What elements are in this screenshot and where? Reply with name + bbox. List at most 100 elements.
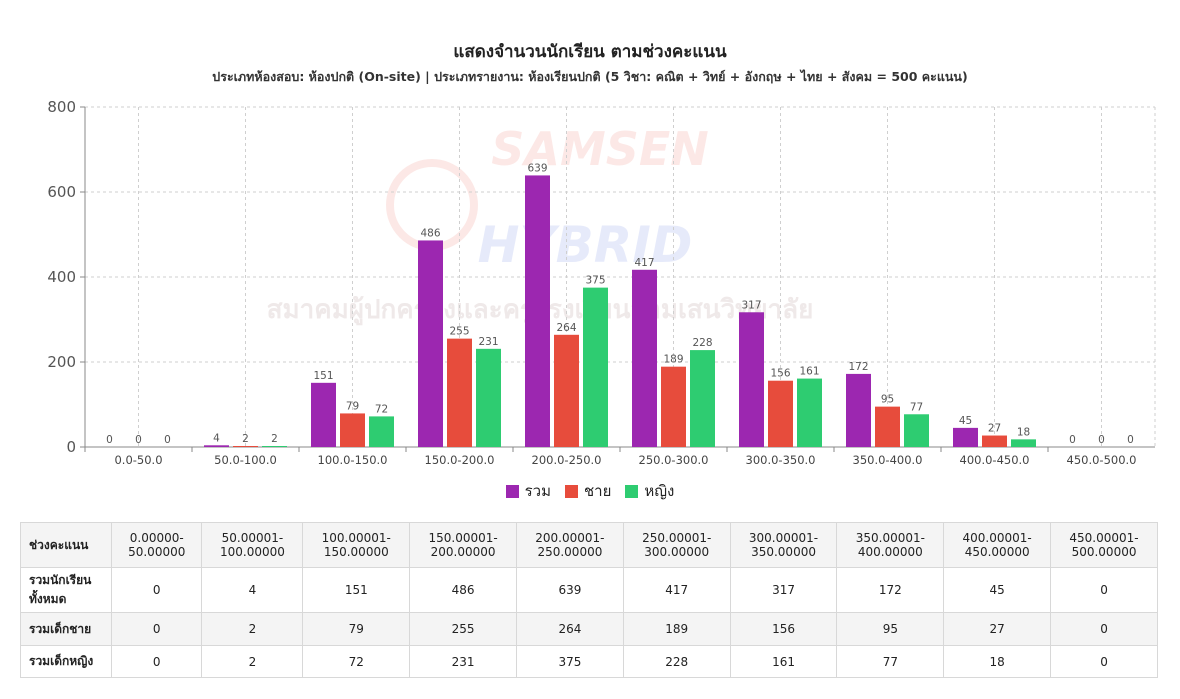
table-cell: 151 <box>302 567 411 613</box>
data-label: 77 <box>910 401 923 413</box>
table-row-label: รวมเด็กชาย <box>20 612 112 646</box>
data-label: 18 <box>1017 426 1030 438</box>
table-cell: 264 <box>516 612 624 646</box>
chart-title: แสดงจำนวนนักเรียน ตามช่วงคะแนน <box>453 42 727 62</box>
x-tick-label: 200.0-250.0 <box>532 453 602 467</box>
table-column-header: 50.00001- 100.00000 <box>201 522 304 568</box>
x-tick-label: 450.0-500.0 <box>1067 453 1137 467</box>
table-column-header: 350.00001- 400.00000 <box>836 522 945 568</box>
x-tick-label: 100.0-150.0 <box>318 453 388 467</box>
legend-item[interactable]: รวม <box>505 479 551 503</box>
legend-item[interactable]: หญิง <box>625 479 674 503</box>
y-tick-label: 200 <box>47 353 76 371</box>
table-cell: 156 <box>729 612 838 646</box>
table-row-label: รวมนักเรียน ทั้งหมด <box>20 567 112 613</box>
data-label: 4 <box>213 432 220 444</box>
bar <box>632 269 657 447</box>
data-label: 79 <box>346 400 359 412</box>
legend-swatch <box>564 484 578 498</box>
table-cell: 2 <box>201 645 304 678</box>
table-cell: 417 <box>622 567 731 613</box>
bar <box>739 312 764 447</box>
data-label: 639 <box>527 162 547 174</box>
bar <box>476 348 501 447</box>
table-column-header: 0.00000- 50.00000 <box>110 522 203 568</box>
bar <box>525 175 550 448</box>
data-label: 264 <box>556 322 576 334</box>
table-cell: 228 <box>622 645 731 678</box>
data-label: 151 <box>313 370 333 382</box>
x-tick-label: 50.0-100.0 <box>214 453 277 467</box>
table-cell: 189 <box>622 612 731 646</box>
table-cell: 45 <box>943 567 1052 613</box>
bar <box>447 338 472 447</box>
legend-label: รวม <box>524 482 551 500</box>
data-label: 231 <box>478 336 498 348</box>
table-cell: 161 <box>729 645 838 678</box>
bar <box>369 416 394 447</box>
x-tick-label: 350.0-400.0 <box>853 453 923 467</box>
table-column-header: 100.00001- 150.00000 <box>302 522 411 568</box>
table-cell: 172 <box>836 567 945 613</box>
chart-legend: รวม ชาย หญิง <box>0 479 1180 503</box>
table-column-header: 150.00001- 200.00000 <box>409 522 517 568</box>
table-cell: 375 <box>516 645 624 678</box>
data-label: 317 <box>741 299 761 311</box>
bar <box>340 413 365 447</box>
data-label: 417 <box>634 257 654 269</box>
data-label: 161 <box>799 366 819 378</box>
table-cell: 4 <box>201 567 304 613</box>
watermark-logo: SAMSEN HYBRID <box>386 122 709 274</box>
data-label: 189 <box>663 354 683 366</box>
table-cell: 231 <box>409 645 517 678</box>
bar <box>661 366 686 447</box>
table-cell: 79 <box>302 612 411 646</box>
data-label: 72 <box>375 403 388 415</box>
y-tick-label: 800 <box>47 98 76 116</box>
table-column-header: 400.00001- 450.00000 <box>943 522 1052 568</box>
chart-subtitle: ประเภทห้องสอบ: ห้องปกติ (On-site) | ประเ… <box>212 69 968 84</box>
y-tick-label: 400 <box>47 268 76 286</box>
data-label: 95 <box>881 394 894 406</box>
bar <box>768 380 793 447</box>
watermark-logo-top: SAMSEN <box>491 122 709 176</box>
legend-label: ชาย <box>583 482 612 500</box>
bar <box>797 378 822 447</box>
table-cell: 2 <box>201 612 304 646</box>
data-label: 0 <box>164 434 171 446</box>
data-label: 2 <box>242 433 249 445</box>
legend-item[interactable]: ชาย <box>564 479 612 503</box>
table-row: รวมเด็กหญิง 0 2 72 231 375 228 161 77 18 0 <box>20 645 1158 678</box>
data-label: 156 <box>770 368 790 380</box>
data-label: 172 <box>848 361 868 373</box>
data-label: 27 <box>988 423 1001 435</box>
data-label: 486 <box>420 227 440 239</box>
table-cell: 0 <box>110 567 203 613</box>
table-cell: 27 <box>943 612 1052 646</box>
x-tick-label: 250.0-300.0 <box>639 453 709 467</box>
bar <box>846 373 871 447</box>
legend-swatch <box>505 484 519 498</box>
legend-swatch <box>625 484 639 498</box>
bar <box>554 334 579 447</box>
data-label: 0 <box>1098 434 1105 446</box>
bar <box>204 445 229 447</box>
y-tick-label: 0 <box>66 438 76 456</box>
x-tick-label: 400.0-450.0 <box>960 453 1030 467</box>
bar <box>982 435 1007 447</box>
data-label: 0 <box>106 434 113 446</box>
data-label: 45 <box>959 415 972 427</box>
data-label: 228 <box>692 337 712 349</box>
table-cell: 18 <box>943 645 1052 678</box>
table-cell: 0 <box>110 645 203 678</box>
bar <box>262 446 287 447</box>
bar <box>690 350 715 447</box>
bar <box>418 240 443 447</box>
table-cell: 72 <box>302 645 411 678</box>
legend-label: หญิง <box>644 482 675 500</box>
y-tick-label: 600 <box>47 183 76 201</box>
table-column-header: 450.00001- 500.00000 <box>1050 522 1158 568</box>
table-cell: 77 <box>836 645 945 678</box>
table-cell: 317 <box>729 567 838 613</box>
bar <box>233 446 258 447</box>
